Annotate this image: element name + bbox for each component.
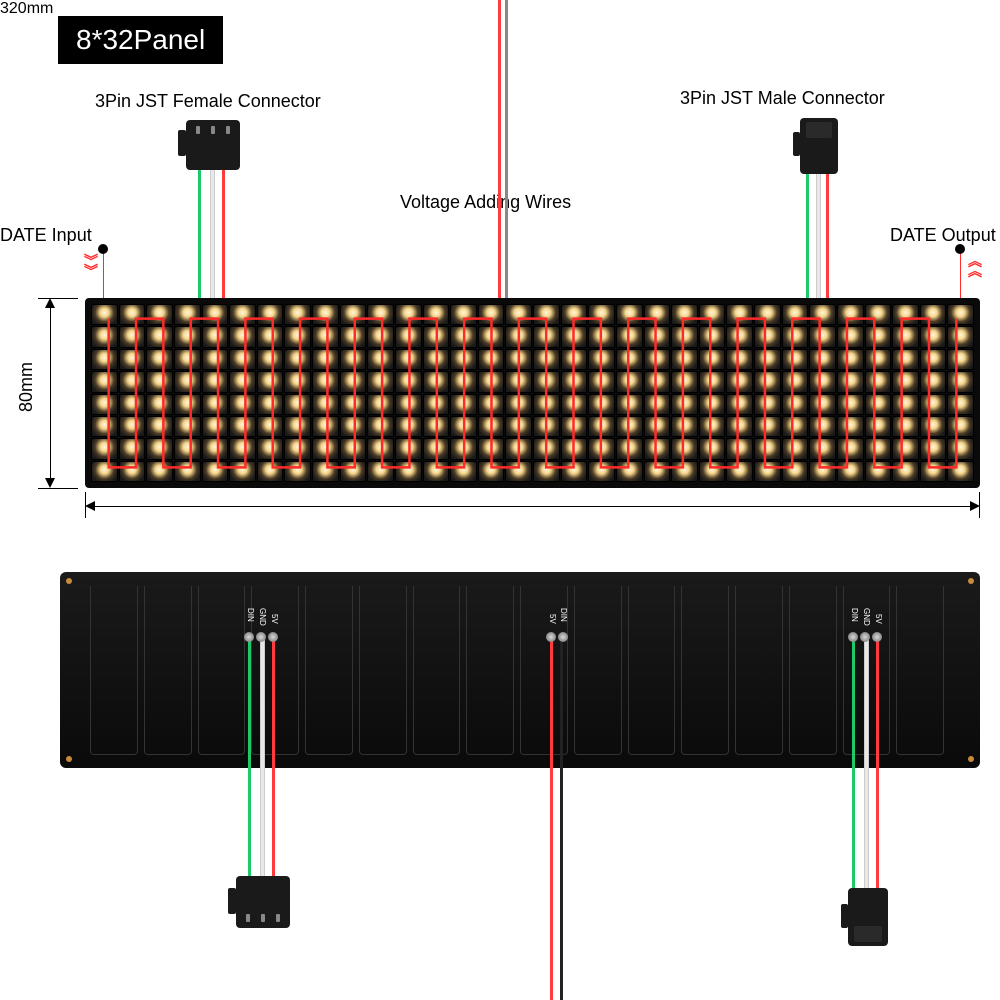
pcb-trace — [574, 586, 622, 755]
padlabel-5v-left: 5V — [270, 614, 279, 624]
label-female-connector: 3Pin JST Female Connector — [95, 91, 321, 112]
wire-green-top-right — [806, 174, 809, 298]
dim-width-arrow-left — [85, 501, 95, 511]
date-output-dot — [955, 244, 965, 254]
wire-green-top-left — [198, 170, 201, 298]
title-text: 8*32Panel — [76, 24, 205, 55]
dim-height-tick-bot — [38, 488, 78, 489]
pcb-trace — [413, 586, 461, 755]
pad-gnd-left — [256, 632, 266, 642]
label-date-output: DATE Output — [890, 225, 996, 246]
wire-green-back-right — [852, 640, 855, 890]
dim-width-line — [87, 506, 978, 507]
padlabel-gnd-right: GND — [862, 608, 871, 626]
pcb-trace — [896, 586, 944, 755]
wire-red-top-mid — [498, 0, 501, 298]
padlabel-5v-right: 5V — [874, 614, 883, 624]
wire-red-top-left — [222, 170, 225, 298]
serpentine-path — [85, 298, 980, 488]
date-input-chevrons: ︾︾ — [84, 256, 98, 276]
pcb-trace — [681, 586, 729, 755]
jst-male-connector-top — [800, 118, 838, 174]
pcb-trace — [198, 586, 246, 755]
jst-male-connector-back — [848, 888, 888, 946]
dim-height-line — [50, 300, 51, 486]
pcb-trace — [628, 586, 676, 755]
dim-height-arrow-up — [45, 298, 55, 308]
dim-height-tick-top — [38, 298, 78, 299]
pcb-trace — [144, 586, 192, 755]
date-input-line — [103, 250, 104, 298]
pad-din-right — [848, 632, 858, 642]
led-panel-back — [60, 572, 980, 768]
wire-green-back-left — [248, 640, 251, 878]
pcb-trace — [90, 586, 138, 755]
pcb-trace — [305, 586, 353, 755]
label-date-input: DATE Input — [0, 225, 92, 246]
wire-grey-top-mid — [505, 0, 508, 298]
led-panel-front — [85, 298, 980, 488]
label-male-connector: 3Pin JST Male Connector — [680, 88, 885, 109]
wire-white-back-right — [864, 640, 869, 890]
dim-height-arrow-down — [45, 478, 55, 488]
pad-gnd-mid — [558, 632, 568, 642]
title-badge: 8*32Panel — [58, 16, 223, 64]
pad-5v-left — [268, 632, 278, 642]
dim-height-label: 80mm — [16, 362, 37, 412]
padlabel-gnd-left: GND — [258, 608, 267, 626]
pcb-trace — [735, 586, 783, 755]
wire-red-back-right — [876, 640, 879, 890]
label-voltage-wires: Voltage Adding Wires — [400, 192, 571, 213]
pcb-trace — [789, 586, 837, 755]
pad-5v-mid — [546, 632, 556, 642]
padlabel-din-left: DIN — [246, 608, 255, 622]
pcb-trace — [466, 586, 514, 755]
padlabel-din-right: DIN — [850, 608, 859, 622]
padlabel-5v-mid: 5V — [548, 614, 557, 624]
wire-red-back-mid — [550, 640, 553, 1000]
wire-black-back-mid — [560, 640, 563, 1000]
wire-red-top-right — [826, 174, 829, 298]
pad-din-left — [244, 632, 254, 642]
date-output-line — [960, 250, 961, 298]
wire-white-top-right — [816, 174, 821, 298]
pad-gnd-right — [860, 632, 870, 642]
wire-red-back-left — [272, 640, 275, 878]
wire-white-back-left — [260, 640, 265, 878]
padlabel-gnd-mid: DIN — [559, 608, 568, 622]
jst-female-connector-back — [236, 876, 290, 928]
date-output-chevrons: ︽︽ — [968, 256, 982, 276]
wire-white-top-left — [210, 170, 215, 298]
pad-5v-right — [872, 632, 882, 642]
jst-female-connector-top — [186, 120, 240, 170]
dim-width-arrow-right — [970, 501, 980, 511]
pcb-trace — [359, 586, 407, 755]
date-input-dot — [98, 244, 108, 254]
